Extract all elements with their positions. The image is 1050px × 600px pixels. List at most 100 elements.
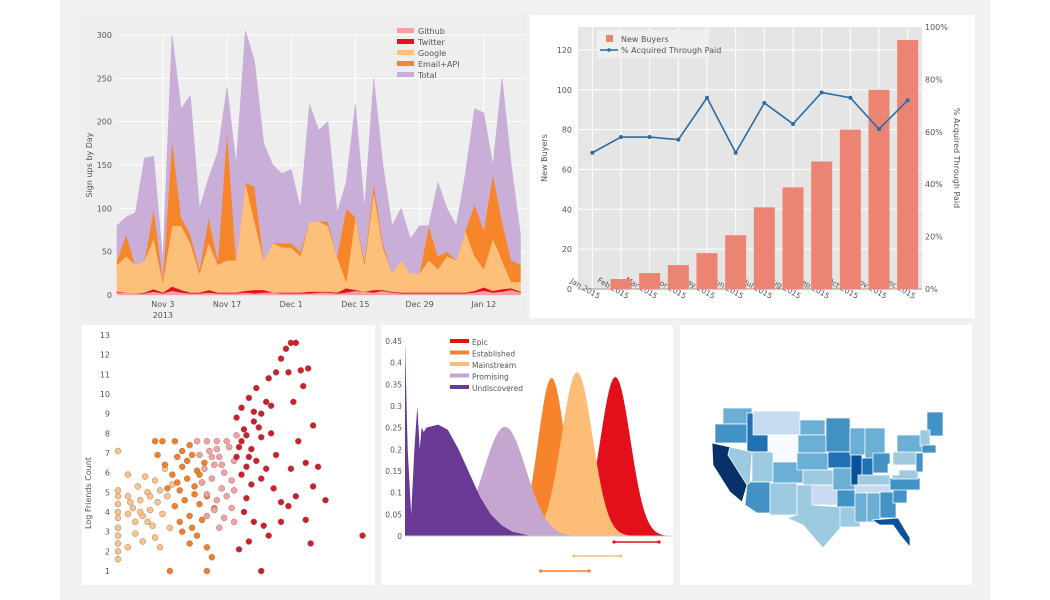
scatter-point-group-1	[179, 528, 186, 535]
legend-swatch-bar	[606, 35, 613, 42]
scatter-point-group-1	[161, 461, 169, 469]
scatter-point-group-3	[297, 367, 304, 374]
scatter-point-group-1	[196, 500, 203, 508]
scatter-point-group-1	[186, 540, 193, 547]
scatter-point-group-3	[267, 430, 275, 437]
y-tick-label: 0	[107, 291, 112, 300]
scatter-point-group-3	[253, 457, 260, 465]
line-point	[590, 150, 595, 155]
scatter-point-group-1	[186, 441, 193, 449]
y-tick-label: 0.45	[385, 337, 402, 346]
scatter-point-group-2	[225, 443, 233, 451]
line-point	[676, 137, 681, 142]
y-tick-label: 13	[100, 331, 110, 340]
state-region	[854, 492, 868, 523]
scatter-point-group-0	[124, 510, 132, 518]
legend-swatch-marker	[607, 48, 611, 52]
scatter-point-group-2	[196, 451, 203, 459]
state-region	[752, 410, 801, 436]
bar-5	[725, 235, 747, 289]
state-region	[866, 492, 881, 523]
legend-label: Established	[472, 350, 515, 359]
x-tick-label: Dec 1	[280, 300, 303, 309]
density-established	[405, 377, 673, 536]
scatter-point-group-0	[114, 493, 122, 500]
bar-1	[610, 279, 632, 289]
bar-2	[639, 273, 661, 289]
scatter-point-group-0	[114, 447, 122, 455]
state-region	[769, 482, 798, 516]
y-tick-label: 0.15	[385, 467, 402, 476]
scatter-point-group-1	[186, 512, 193, 520]
scatter-point-group-3	[258, 567, 265, 575]
state-region	[926, 411, 944, 437]
scatter-point-group-3	[262, 398, 270, 406]
legend-label: Total	[417, 71, 437, 80]
scatter-point-group-3	[265, 375, 272, 382]
scatter-point-group-3	[272, 451, 280, 459]
x-tick-label: Nov 17	[213, 300, 241, 309]
scatter-point-group-1	[201, 459, 208, 467]
bar-11	[897, 39, 919, 290]
scatter-point-group-3	[287, 465, 295, 472]
state-region	[744, 481, 771, 514]
y-tick-label: 50	[102, 248, 112, 257]
error-bar-end	[587, 569, 591, 573]
scatter-point-group-3	[260, 522, 267, 529]
x-tick-label: Dec 15	[341, 300, 369, 309]
bar-4	[696, 253, 718, 289]
state-region	[785, 484, 844, 549]
scatter-point-group-2	[223, 493, 230, 500]
plot-area	[578, 27, 922, 289]
scatter-point-group-1	[179, 463, 186, 470]
scatter-point-group-1	[203, 567, 211, 575]
scatter-point-group-1	[191, 483, 198, 490]
scatter-point-group-2	[230, 487, 238, 494]
scatter-point-group-1	[169, 471, 176, 478]
scatter-point-group-2	[201, 465, 208, 472]
scatter-point-group-0	[134, 483, 141, 490]
y-axis-title: Sign ups by Day	[85, 132, 94, 197]
scatter-point-group-1	[188, 451, 196, 459]
bar-10	[868, 89, 890, 289]
scatter-point-group-3	[265, 532, 272, 539]
scatter-point-group-2	[223, 437, 230, 445]
y2-tick-label: 100%	[925, 23, 948, 32]
scatter-point-group-3	[270, 485, 277, 492]
scatter-point-group-0	[159, 510, 166, 518]
scatter-point-group-1	[154, 451, 161, 459]
legend: Github Twitter Google Email+API Total	[397, 27, 460, 80]
scatter-point-group-0	[129, 504, 137, 512]
y-tick-label: 60	[562, 165, 572, 174]
legend-label: Epic	[472, 338, 488, 347]
y2-tick-label: 60%	[925, 128, 943, 137]
legend-swatch	[397, 50, 414, 55]
density-epic	[405, 376, 673, 536]
scatter-point-group-0	[146, 493, 154, 500]
line-point	[733, 150, 738, 155]
friends-scatter-panel: 1 2 3 4 5 6 7 8 9 10 11 12 13 Log Friends Count	[82, 325, 375, 585]
scatter-point-group-0	[151, 477, 159, 484]
scatter-point-group-1	[193, 532, 201, 539]
scatter-point-group-3	[290, 398, 297, 406]
scatter-point-group-2	[213, 437, 221, 445]
state-region	[919, 429, 931, 447]
y2-tick-label: 40%	[925, 180, 943, 189]
scatter-point-group-3	[250, 418, 258, 425]
scatter-point-group-3	[277, 355, 285, 362]
state-region	[827, 451, 852, 469]
scatter-point-group-2	[213, 445, 221, 453]
scatter-point-group-3	[262, 465, 270, 472]
y-tick-label: 12	[100, 351, 110, 360]
y-tick-label: 6	[105, 469, 110, 478]
state-region	[887, 463, 900, 476]
y-tick-label: 40	[562, 205, 572, 214]
us-choropleth-map	[711, 407, 944, 549]
scatter-point-group-0	[156, 487, 164, 494]
scatter-point-group-0	[144, 518, 151, 526]
scatter-point-group-0	[137, 496, 144, 504]
scatter-point-group-1	[183, 457, 191, 465]
scatter-point-group-1	[179, 447, 186, 455]
line-point	[819, 90, 824, 95]
density-chart-panel: 0 0.05 0.1 0.15 0.2 0.25 0.3 0.35 0.4 0.45 Epic Est…	[381, 325, 673, 585]
